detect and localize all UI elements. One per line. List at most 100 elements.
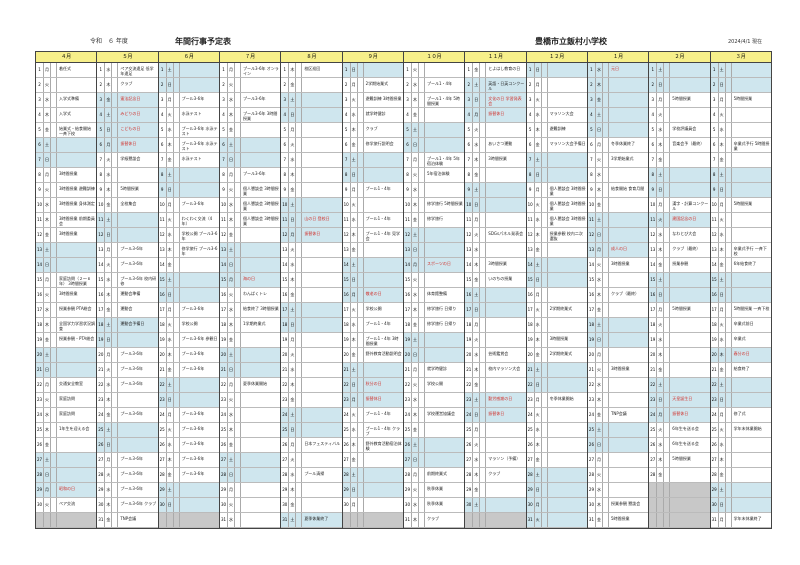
weekday: 木 [44, 423, 51, 437]
mark [603, 123, 609, 137]
event-text: マラソン（予備） [488, 456, 521, 461]
weekday: 木 [228, 108, 235, 122]
weekday: 木 [351, 333, 358, 347]
day-number: 23 [711, 393, 719, 407]
event-text: 文化の日 学習発表会 [488, 96, 522, 106]
event-text: 1学期終業式 [242, 321, 266, 326]
event-text: 野外教育活動宿泊体験 [365, 441, 402, 451]
day-number: 3 [465, 93, 474, 107]
event-text [548, 273, 587, 287]
mark [112, 183, 119, 197]
weekday: 日 [596, 333, 603, 347]
weekday: 金 [473, 273, 481, 287]
day-row: 23 月冬季休業開始 [526, 393, 587, 408]
event-text [241, 408, 280, 422]
day-row: 29 火秋季休業 [403, 483, 465, 498]
mark [726, 183, 732, 197]
event-text [670, 378, 709, 392]
day-row: 20 土 [36, 348, 97, 363]
weekday: 金 [105, 198, 113, 212]
day-number: 7 [649, 153, 658, 167]
day-number: 27 [220, 453, 228, 467]
day-number: 19 [220, 333, 228, 347]
mark [235, 438, 241, 452]
event-text: 冬季休業終了 [610, 141, 635, 146]
weekday: 火 [719, 423, 726, 437]
mark [542, 453, 548, 467]
mark [419, 348, 425, 362]
weekday: 水 [473, 243, 481, 257]
event-text: 学校公開 [365, 306, 382, 311]
mark [726, 243, 732, 257]
day-number: 5 [36, 123, 44, 137]
day-row: 13 火 [281, 243, 342, 258]
day-row: 24 日振替休日 [465, 408, 526, 423]
day-number: 9 [159, 183, 167, 197]
day-number: 27 [527, 453, 535, 467]
day-number: 15 [343, 273, 351, 287]
mark [51, 378, 57, 392]
event-text [670, 168, 709, 182]
day-number: 4 [97, 108, 106, 122]
day-row: 10 金全校集会 [97, 198, 158, 213]
event-text: 野外教育活動説明会 [365, 351, 402, 356]
mark [726, 393, 732, 407]
mark [542, 408, 548, 422]
mark [542, 93, 548, 107]
day-row: 29 土 [710, 483, 771, 498]
day-row: 27 金 [526, 453, 587, 468]
day-number: 7 [588, 153, 596, 167]
day-number: 16 [404, 288, 412, 302]
mark [358, 303, 364, 317]
day-row: 20 金野外教育活動説明会 [342, 348, 403, 363]
event-text [486, 198, 525, 212]
mark [664, 273, 671, 287]
day-number: 8 [97, 168, 106, 182]
weekday: 日 [412, 348, 419, 362]
mark [51, 438, 57, 452]
event-text [732, 78, 771, 92]
day-number: 21 [404, 363, 412, 377]
event-text: 5時間授業 [672, 306, 691, 311]
event-text [118, 393, 157, 407]
day-row: 18 土運動会予備日 [97, 318, 158, 333]
day-row: 20 土 [219, 348, 281, 363]
mark [235, 468, 241, 482]
day-row: 24 木学校運営協議会 [403, 408, 465, 423]
weekday: 水 [228, 93, 235, 107]
weekday: 金 [719, 258, 726, 272]
day-row: 1 月プール3-6年 オンライン [219, 63, 281, 78]
event-text: 水泳テスト [181, 156, 202, 161]
event-text [302, 498, 341, 512]
day-number: 9 [220, 183, 228, 197]
event-text [425, 108, 464, 122]
weekday: 水 [289, 468, 297, 482]
event-text [609, 78, 648, 92]
mark [358, 243, 364, 257]
mark [296, 198, 303, 212]
day-row: 7 火 3学期始業式 [587, 153, 649, 168]
event-text [302, 108, 341, 122]
event-text [425, 183, 464, 197]
event-text: 5時間授業 一斉下校 [733, 306, 770, 311]
day-row: 9 火 3時間授業 避難訓練 [36, 183, 97, 198]
day-number: 10 [159, 198, 167, 212]
event-text: プール3-6年 [120, 366, 143, 371]
event-text [732, 468, 771, 482]
event-text: 校区巡回 [304, 66, 321, 71]
month-header: ５月 [97, 52, 158, 63]
weekday: 木 [596, 183, 603, 197]
day-number: 11 [588, 213, 596, 227]
mark [112, 258, 119, 272]
day-row: 28 金 [710, 468, 771, 483]
weekday: 土 [535, 153, 542, 167]
day-number: 22 [343, 378, 351, 392]
event-text [364, 198, 403, 212]
event-text [609, 468, 648, 482]
event-text: 3時間授業 避難訓練 [59, 186, 95, 191]
day-number: 27 [97, 453, 106, 467]
day-number: 1 [36, 63, 44, 77]
day-number: 12 [588, 228, 596, 242]
mark [480, 318, 487, 332]
mark [542, 393, 548, 407]
